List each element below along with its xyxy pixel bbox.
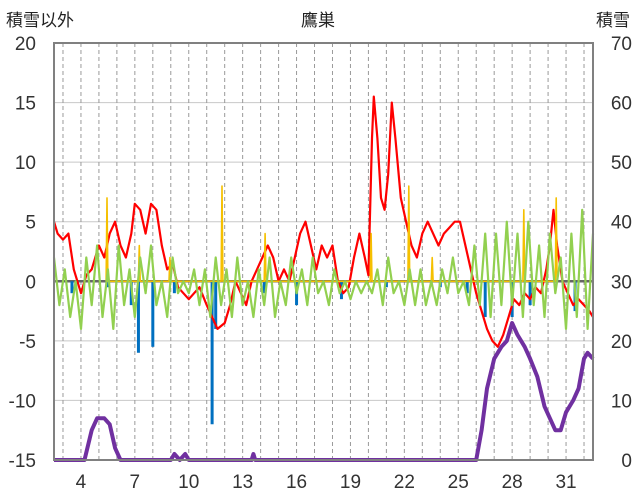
negative-bar xyxy=(210,281,214,425)
negative-bar xyxy=(483,281,487,318)
y-right-tick-label: 50 xyxy=(611,153,632,174)
left-y-ticks: 20 15 10 5 0 -5 -10 -15 xyxy=(9,34,36,472)
y-right-tick-label: 40 xyxy=(611,213,632,234)
y-left-tick-label: 0 xyxy=(25,272,36,293)
right-axis-label: 積雪 xyxy=(596,11,630,31)
x-tick-label: 25 xyxy=(448,472,469,493)
y-left-tick-label: -15 xyxy=(9,451,36,472)
negative-bar xyxy=(214,281,218,329)
negative-bar xyxy=(262,281,266,294)
y-right-tick-label: 20 xyxy=(611,332,632,353)
y-right-tick-label: 30 xyxy=(611,272,632,293)
y-left-tick-label: 5 xyxy=(25,213,36,234)
negative-bar xyxy=(136,281,140,353)
snow_depth-line xyxy=(54,321,595,462)
negative-bar xyxy=(106,281,110,288)
x-tick-label: 10 xyxy=(178,472,199,493)
y-left-tick-label: 15 xyxy=(15,94,36,115)
negative-bar xyxy=(384,281,388,288)
y-left-tick-label: -5 xyxy=(19,332,36,353)
x-tick-label: 13 xyxy=(232,472,253,493)
negative-bar xyxy=(465,281,469,294)
precipitation-line xyxy=(105,185,558,283)
x-tick-label: 19 xyxy=(340,472,361,493)
y-left-tick-label: 20 xyxy=(15,34,36,55)
plot-frame xyxy=(53,42,594,461)
y-left-tick-label: -10 xyxy=(9,391,36,412)
x-tick-label: 22 xyxy=(394,472,415,493)
y-right-tick-label: 10 xyxy=(611,391,632,412)
negative-bar xyxy=(172,281,176,294)
x-tick-label: 7 xyxy=(130,472,141,493)
x-tick-label: 28 xyxy=(502,472,523,493)
y-right-tick-label: 70 xyxy=(611,34,632,55)
left-axis-label: 積雪以外 xyxy=(6,11,74,31)
negative-bar xyxy=(70,281,74,294)
negative-bar xyxy=(151,281,155,347)
x-ticks: 4 7 10 13 16 19 22 25 28 31 xyxy=(76,472,577,493)
y-right-tick-label: 60 xyxy=(611,94,632,115)
x-tick-label: 16 xyxy=(286,472,307,493)
variation-line xyxy=(52,208,595,330)
negative-bar xyxy=(528,281,532,306)
series-lines xyxy=(52,95,595,462)
x-tick-label: 31 xyxy=(555,472,576,493)
y-right-tick-label: 0 xyxy=(621,451,632,472)
y-left-tick-label: 10 xyxy=(15,153,36,174)
chart-title: 鷹巣 xyxy=(301,10,335,31)
x-tick-label: 4 xyxy=(76,472,87,493)
right-y-ticks: 70 60 50 40 30 20 10 0 xyxy=(611,34,632,472)
